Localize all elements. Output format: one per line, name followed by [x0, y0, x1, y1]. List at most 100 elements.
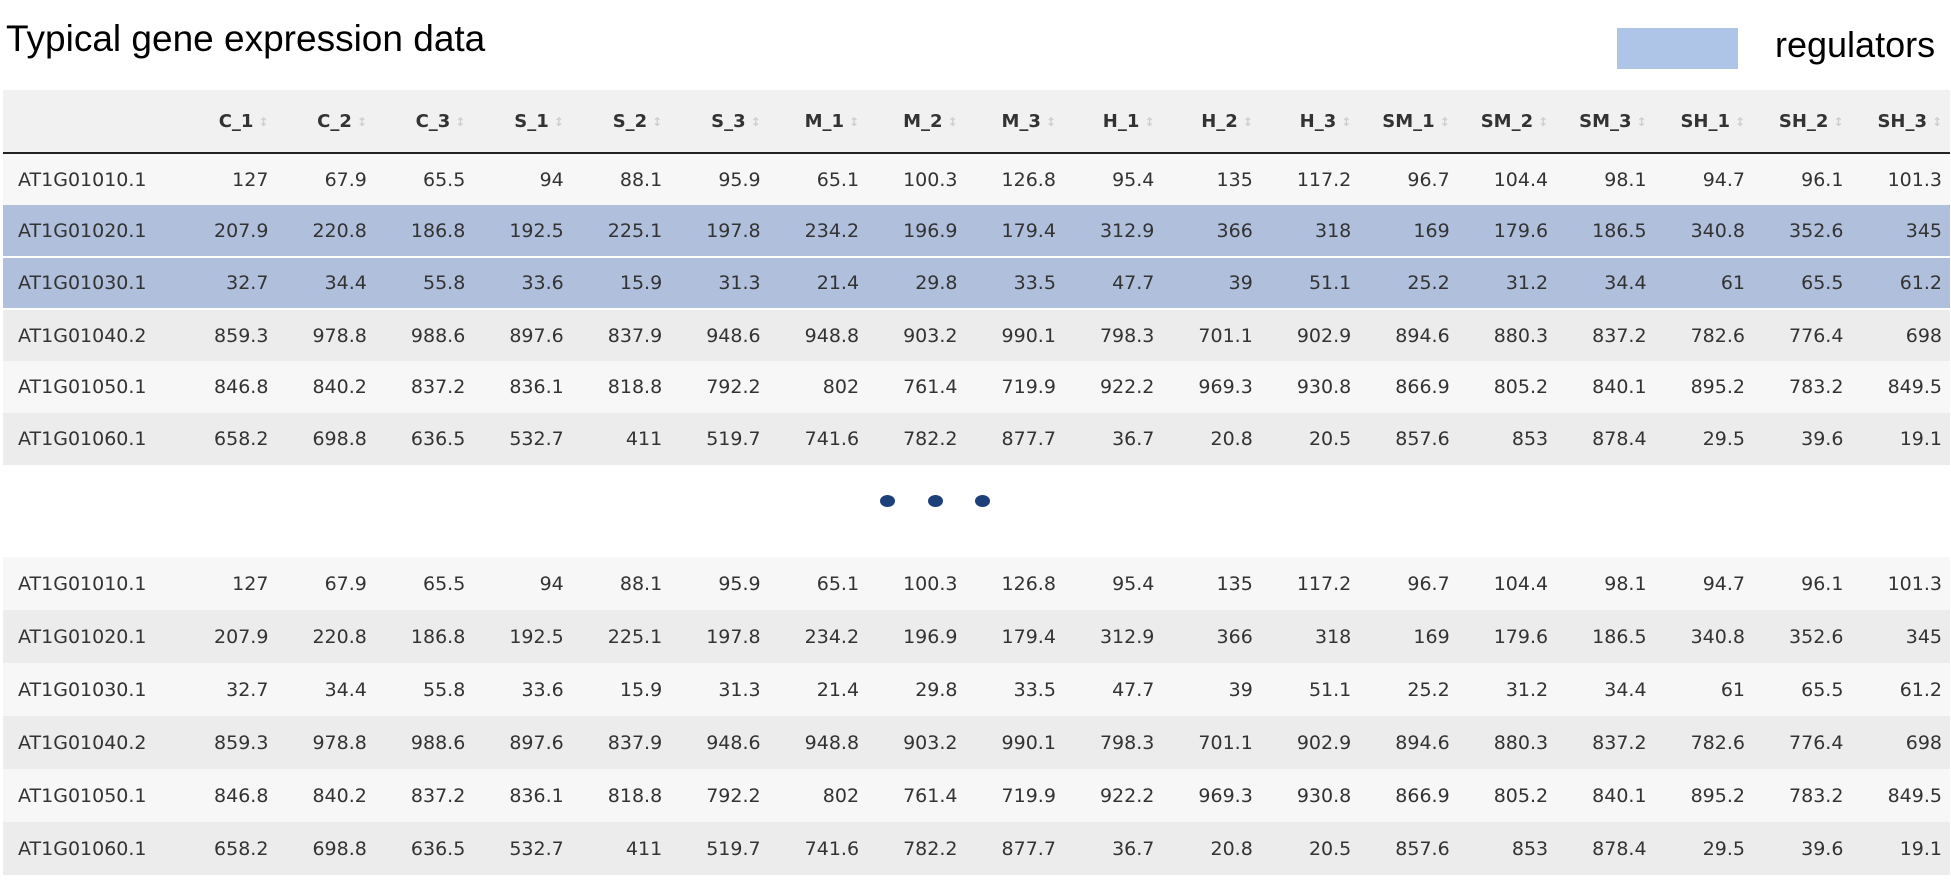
value-cell: 34.4 [324, 678, 367, 701]
bottom-table-row[interactable]: AT1G01030.1 32.7 34.4 55.8 33.6 15.9 31.3 21.4 2… [3, 663, 1950, 716]
column-header-sh-3[interactable]: SH_3 ↕ [1851, 90, 1950, 154]
value-cell: 67.9 [324, 168, 367, 191]
bottom-table-row[interactable]: AT1G01020.1 207.9 220.8 186.8 192.5 225.1 197.… [3, 610, 1950, 663]
value-cell: 95.9 [718, 168, 761, 191]
column-header-s-2[interactable]: S_2 ↕ [571, 90, 671, 154]
sort-icon[interactable]: ↕ [455, 114, 466, 129]
value-cell: 836.1 [509, 784, 564, 807]
value-cell: 698 [1905, 731, 1942, 754]
bottom-table-row[interactable]: AT1G01010.1 127 67.9 65.5 94 88.1 95.9 65.1 100.… [3, 557, 1950, 610]
column-header-h-1[interactable]: H_1 ↕ [1063, 90, 1163, 154]
sort-icon[interactable]: ↕ [1636, 114, 1647, 129]
sort-icon[interactable]: ↕ [652, 114, 663, 129]
bottom-table-row[interactable]: AT1G01060.1 658.2 698.8 636.5 532.7 411 519.7 7… [3, 822, 1950, 875]
column-header-c-1[interactable]: C_1 ↕ [178, 90, 277, 154]
value-cell: 857.6 [1395, 428, 1450, 450]
column-header-s-3[interactable]: S_3 ↕ [670, 90, 769, 154]
value-cell: 922.2 [1099, 376, 1155, 398]
sort-icon[interactable]: ↕ [1045, 114, 1056, 129]
column-header-h-3[interactable]: H_3 ↕ [1260, 90, 1360, 154]
top-table-row[interactable]: AT1G01040.2 859.3 978.8 988.6 897.6 837.9 948.… [3, 309, 1950, 361]
value-cell: 792.2 [706, 784, 761, 807]
top-table-row[interactable]: AT1G01030.1 32.7 34.4 55.8 33.6 15.9 31.3 21.4 2… [3, 257, 1950, 310]
value-cell: 192.5 [509, 625, 564, 648]
column-header-m-1[interactable]: M_1 ↕ [768, 90, 868, 154]
top-table-row[interactable]: AT1G01060.1 658.2 698.8 636.5 532.7 411 519.7 7… [3, 413, 1950, 465]
value-cell: 990.1 [1001, 731, 1056, 754]
value-cell: 104.4 [1493, 168, 1549, 191]
value-cell: 701.1 [1198, 731, 1253, 754]
sort-icon[interactable]: ↕ [1341, 114, 1352, 129]
value-cell: 186.8 [374, 205, 474, 258]
column-header-c-3[interactable]: C_3 ↕ [374, 90, 474, 154]
value-cell: 47.7 [1112, 678, 1155, 701]
top-table-row[interactable]: AT1G01050.1 846.8 840.2 837.2 836.1 818.8 792.… [3, 361, 1950, 413]
value-cell: 902.9 [1296, 731, 1352, 754]
sort-icon[interactable]: ↕ [849, 114, 860, 129]
value-cell: 894.6 [1395, 324, 1450, 347]
gene-id-cell: AT1G01020.1 [18, 625, 147, 648]
value-cell: 19.1 [1899, 837, 1942, 860]
value-cell: 100.3 [903, 572, 958, 595]
column-header-m-3[interactable]: M_3 ↕ [965, 90, 1064, 154]
column-header-sh-2[interactable]: SH_2 ↕ [1753, 90, 1852, 154]
value-cell: 782.6 [1690, 731, 1745, 754]
value-cell: 67.9 [324, 572, 367, 595]
sort-icon[interactable]: ↕ [1439, 114, 1450, 129]
value-cell: 837.2 [410, 376, 466, 398]
value-cell: 837.9 [607, 324, 663, 347]
column-header-c-2[interactable]: C_2 ↕ [276, 90, 375, 154]
bottom-table-row[interactable]: AT1G01040.2 859.3 978.8 988.6 897.6 837.9 948.… [3, 716, 1950, 769]
value-cell: 31.2 [1505, 678, 1549, 701]
value-cell: 101.3 [1887, 572, 1942, 595]
sort-icon[interactable]: ↕ [356, 114, 367, 129]
value-cell: 196.9 [903, 625, 958, 648]
gene-id-cell: AT1G01040.2 [18, 731, 147, 754]
sort-icon[interactable]: ↕ [1833, 114, 1844, 129]
top-table-row[interactable]: AT1G01010.1 127 67.9 65.5 94 88.1 95.9 65.1 100.… [3, 153, 1950, 205]
value-cell: 318 [1260, 205, 1360, 258]
sort-icon[interactable]: ↕ [1242, 114, 1253, 129]
value-cell: 877.7 [1001, 428, 1056, 450]
column-header-s-1[interactable]: S_1 ↕ [473, 90, 572, 154]
bottom-table-row[interactable]: AT1G01050.1 846.8 840.2 837.2 836.1 818.8 792.… [3, 769, 1950, 822]
column-header-sm-3[interactable]: SM_3 ↕ [1556, 90, 1655, 154]
value-cell: 840.2 [312, 784, 367, 807]
gene-id-cell: AT1G01050.1 [18, 376, 147, 398]
value-cell: 197.8 [706, 625, 761, 648]
value-cell: 366 [1216, 625, 1253, 648]
value-cell: 818.8 [607, 376, 663, 398]
column-header-h-2[interactable]: H_2 ↕ [1162, 90, 1261, 154]
sort-icon[interactable]: ↕ [1144, 114, 1155, 129]
ellipsis-dot [880, 495, 895, 507]
column-header-label: H_1 [1102, 110, 1140, 132]
sort-icon[interactable]: ↕ [1931, 114, 1942, 129]
value-cell: 701.1 [1198, 324, 1253, 347]
value-cell: 783.2 [1789, 376, 1844, 398]
value-cell: 411 [625, 837, 663, 860]
sort-icon[interactable]: ↕ [1734, 114, 1745, 129]
value-cell: 29.8 [867, 257, 966, 310]
value-cell: 782.2 [903, 428, 958, 450]
column-header-sh-1[interactable]: SH_1 ↕ [1654, 90, 1753, 154]
value-cell: 978.8 [312, 324, 367, 347]
value-cell: 658.2 [214, 428, 269, 450]
column-header-m-2[interactable]: M_2 ↕ [867, 90, 966, 154]
value-cell: 894.6 [1395, 731, 1450, 754]
value-cell: 179.4 [965, 205, 1064, 258]
gene-id-cell: AT1G01010.1 [18, 572, 147, 595]
sort-icon[interactable]: ↕ [1538, 114, 1549, 129]
value-cell: 135 [1216, 168, 1253, 191]
column-header-sm-1[interactable]: SM_1 ↕ [1359, 90, 1458, 154]
top-table-row[interactable]: AT1G01020.1 207.9 220.8 186.8 192.5 225.1 197.… [3, 205, 1950, 258]
value-cell: 878.4 [1592, 837, 1647, 860]
sort-icon[interactable]: ↕ [553, 114, 564, 129]
sort-icon[interactable]: ↕ [750, 114, 761, 129]
value-cell: 782.2 [903, 837, 958, 860]
value-cell: 135 [1216, 572, 1253, 595]
column-header-sm-2[interactable]: SM_2 ↕ [1457, 90, 1557, 154]
value-cell: 220.8 [312, 625, 367, 648]
value-cell: 849.5 [1887, 784, 1942, 807]
sort-icon[interactable]: ↕ [258, 114, 269, 129]
sort-icon[interactable]: ↕ [947, 114, 958, 129]
